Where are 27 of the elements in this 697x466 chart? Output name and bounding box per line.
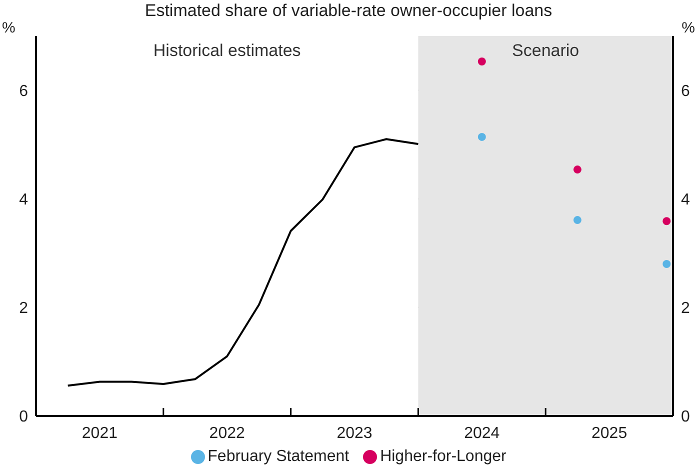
legend-label: February Statement (206, 448, 350, 466)
point (573, 216, 582, 224)
y-axis-title: % (2, 20, 16, 37)
point (478, 132, 486, 141)
point (478, 58, 486, 66)
chart-title: Estimated share of variable-rate owner-occupier loans (144, 1, 552, 20)
x-tick-label: 2022 (209, 425, 245, 442)
y-tick-label: 4 (19, 192, 28, 209)
x-tick-label: 2024 (464, 425, 500, 442)
point (662, 217, 671, 226)
y-tick-label: 6 (19, 82, 28, 100)
y2-tick-label: 0 (681, 408, 690, 426)
x-tick-label: 2021 (82, 425, 118, 442)
point (662, 260, 671, 268)
y2-tick-label: 4 (681, 192, 690, 209)
line-series (66, 138, 420, 387)
band-label: Scenario (512, 41, 580, 60)
y-tick-label: 0 (19, 408, 28, 426)
point (573, 166, 582, 174)
y2-axis-title: % (682, 20, 695, 37)
y-tick-label: 2 (19, 300, 28, 318)
x-tick-label: 2025 (592, 425, 628, 442)
x-tick-label: 2023 (336, 425, 372, 442)
y2-tick-label: 2 (681, 300, 690, 318)
band-label: Historical estimates (153, 41, 301, 60)
y2-tick-label: 6 (681, 82, 690, 100)
legend-label: Higher-for-Longer (379, 448, 506, 466)
